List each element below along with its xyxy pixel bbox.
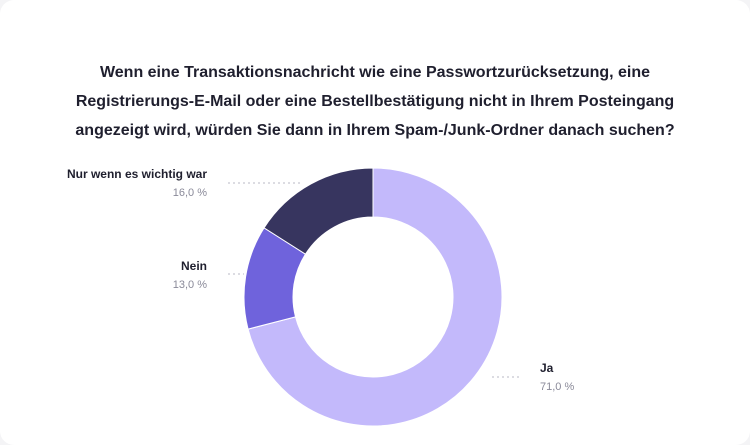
chart-title-line-3: angezeigt wird, würden Sie dann in Ihrem… xyxy=(75,122,675,139)
chart-title: Wenn eine Transaktionsnachricht wie eine… xyxy=(60,58,690,145)
slice-3 xyxy=(263,167,374,255)
chart-title-line-1: Wenn eine Transaktionsnachricht wie eine… xyxy=(99,64,651,81)
slice-value-3: 16,0 % xyxy=(173,187,207,199)
slice-label-1: Ja xyxy=(540,361,554,375)
donut-slices xyxy=(243,167,503,427)
slice-1 xyxy=(247,167,503,427)
slice-label-3: Nur wenn es wichtig war xyxy=(67,167,207,181)
slice-label-2: Nein xyxy=(181,259,207,273)
chart-title-line-2: Registrierungs-E-Mail oder eine Bestellb… xyxy=(75,93,675,110)
slice-value-1: 71,0 % xyxy=(540,381,574,393)
slice-labels: Ja 71,0 % Nein 13,0 % Nur wenn es wichtig wa… xyxy=(67,167,574,393)
slice-value-2: 13,0 % xyxy=(173,279,207,291)
